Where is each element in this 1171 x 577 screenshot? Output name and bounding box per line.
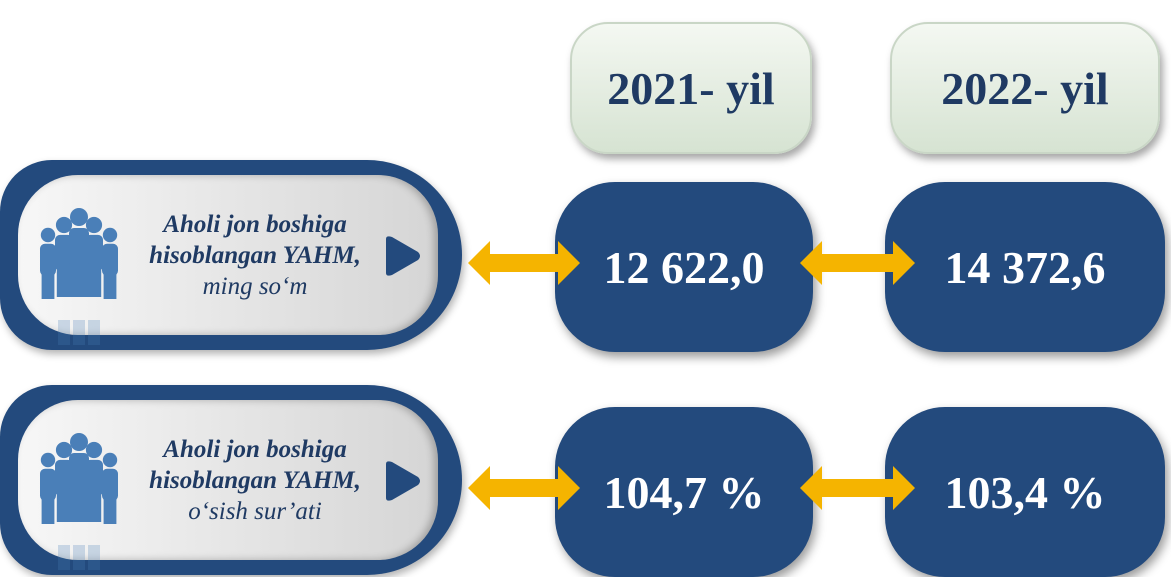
arrow — [800, 238, 915, 293]
label-normal: ming so‘m — [202, 272, 308, 300]
row-label: Aholi jon boshiga hisoblangan YAHM, ming… — [140, 175, 370, 335]
label-text: Aholi jon boshiga hisoblangan YAHM, ming… — [140, 209, 370, 302]
label-text: Aholi jon boshiga hisoblangan YAHM, o‘si… — [140, 434, 370, 527]
column-header: 2021- yil — [570, 22, 812, 154]
arrow — [468, 238, 580, 293]
triangle — [382, 460, 422, 507]
people-icon — [40, 208, 118, 345]
value-box: 104,7 % — [555, 407, 813, 577]
double-arrow — [800, 466, 915, 510]
triangle — [382, 235, 422, 282]
value-box: 12 622,0 — [555, 182, 813, 352]
value-box: 14 372,6 — [885, 182, 1165, 352]
double-arrow — [468, 241, 580, 285]
double-arrow — [468, 466, 580, 510]
row-label: Aholi jon boshiga hisoblangan YAHM, o‘si… — [140, 400, 370, 560]
people-icon — [40, 433, 118, 570]
icon — [34, 420, 124, 575]
label-bold: Aholi jon boshiga hisoblangan YAHM, — [149, 210, 361, 269]
icon — [34, 195, 124, 350]
value-box: 103,4 % — [885, 407, 1165, 577]
label-bold: Aholi jon boshiga hisoblangan YAHM, — [149, 435, 361, 494]
label-normal: o‘sish sur’ati — [188, 497, 322, 525]
column-header: 2022- yil — [890, 22, 1160, 154]
arrow — [468, 463, 580, 518]
arrow — [800, 463, 915, 518]
double-arrow — [800, 241, 915, 285]
